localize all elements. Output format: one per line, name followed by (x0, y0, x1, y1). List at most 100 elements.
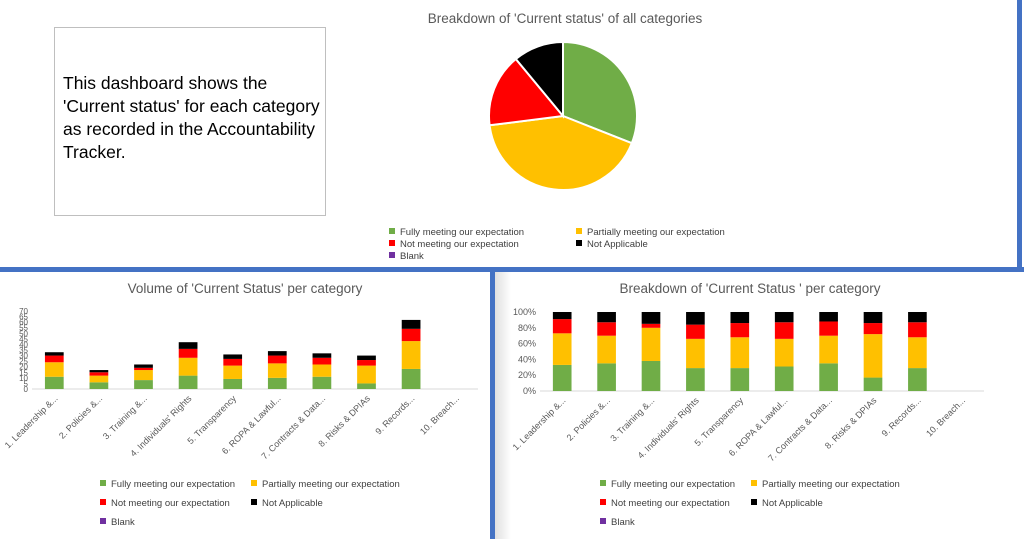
legend-swatch (100, 499, 106, 505)
legend-item-partial: Partially meeting our expectation (576, 227, 725, 238)
bar-segment (357, 383, 376, 389)
bar-segment (908, 312, 927, 323)
bar-segment (223, 358, 243, 366)
bar-segment (641, 323, 661, 328)
bar-segment (819, 321, 838, 336)
bar-segment (863, 312, 883, 324)
legend-swatch (751, 499, 757, 505)
bar-segment (774, 366, 794, 391)
vertical-separator (490, 272, 495, 539)
bar-segment (641, 327, 661, 361)
x-tick-label: 10. Breach... (924, 395, 967, 438)
bar-segment (223, 378, 243, 389)
bar-segment (134, 367, 153, 371)
pie-chart-title: Breakdown of 'Current status' of all cat… (427, 11, 703, 26)
y-tick-label: 100% (513, 307, 536, 317)
bar-segment (686, 338, 705, 369)
bar-segment (597, 312, 616, 323)
bar-segment (357, 360, 376, 366)
bar-segment (357, 355, 376, 361)
description-text: This dashboard shows the 'Current status… (63, 73, 320, 162)
bar-segment (730, 323, 750, 338)
y-tick-label: 15 (19, 368, 28, 377)
legend-item-na: Not Applicable (751, 498, 823, 509)
bar-segment (774, 338, 794, 367)
legend-item-blank: Blank (600, 517, 635, 528)
legend-swatch (600, 480, 606, 486)
bar-segment (908, 322, 927, 338)
bar-segment (552, 319, 572, 334)
legend-swatch (251, 499, 257, 505)
y-tick-label: 0% (523, 386, 536, 396)
bar-segment (44, 355, 64, 363)
y-tick-label: 35 (19, 346, 28, 355)
bar-segment (134, 380, 153, 389)
right-edge-separator (1017, 0, 1022, 272)
legend-item-na: Not Applicable (576, 239, 648, 250)
bar-segment (89, 382, 109, 389)
bar-segment (401, 341, 421, 369)
legend-swatch (100, 518, 106, 524)
volume-chart-legend: Fully meeting our expectation Partially … (100, 479, 420, 529)
legend-swatch (576, 240, 582, 246)
bar-segment (267, 363, 287, 378)
bar-segment (357, 365, 376, 384)
bar-segment (686, 368, 705, 391)
legend-item-na: Not Applicable (251, 498, 323, 509)
bar-segment (730, 368, 750, 391)
bar-segment (178, 348, 198, 358)
pie-slice (488, 57, 565, 127)
bar-segment (89, 370, 109, 373)
y-tick-label: 40% (518, 354, 536, 364)
bar-segment (89, 375, 109, 383)
bar-segment (597, 363, 616, 391)
y-tick-label: 50 (19, 329, 28, 338)
bar-segment (312, 364, 332, 377)
y-tick-label: 20% (518, 370, 536, 380)
legend-swatch (600, 518, 606, 524)
pie-slice (562, 40, 638, 145)
legend-swatch (251, 480, 257, 486)
description-textbox: This dashboard shows the 'Current status… (54, 27, 326, 216)
x-tick-label: 9. Records... (880, 395, 923, 438)
legend-item-fully: Fully meeting our expectation (600, 479, 735, 490)
y-tick-label: 60 (19, 318, 28, 327)
y-tick-label: 80% (518, 323, 536, 333)
bar-segment (89, 372, 109, 376)
legend-swatch (576, 228, 582, 234)
bar-segment (178, 357, 198, 376)
y-tick-label: 5 (24, 379, 29, 388)
x-tick-label: 2. Policies &... (565, 395, 612, 442)
bar-segment (686, 312, 705, 325)
legend-swatch (751, 480, 757, 486)
pie-chart-legend: Fully meeting our expectation Partially … (389, 227, 749, 263)
bar-segment (178, 375, 198, 389)
legend-item-partial: Partially meeting our expectation (751, 479, 900, 490)
bar-segment (267, 355, 287, 364)
pie-slice (514, 40, 564, 119)
bar-segment (134, 364, 153, 368)
bar-segment (730, 337, 750, 369)
y-tick-label: 30 (19, 352, 28, 361)
legend-item-fully: Fully meeting our expectation (389, 227, 524, 238)
bar-segment (44, 362, 64, 377)
legend-item-blank: Blank (389, 251, 424, 262)
bar-segment (863, 377, 883, 391)
bar-segment (312, 357, 332, 365)
bar-segment (774, 312, 794, 323)
bar-segment (819, 335, 838, 364)
volume-chart-title: Volume of 'Current Status' per category (127, 281, 363, 296)
bar-segment (641, 312, 661, 324)
pie-slice (488, 114, 634, 191)
legend-item-fully: Fully meeting our expectation (100, 479, 235, 490)
bar-segment (401, 368, 421, 389)
bar-segment (552, 364, 572, 391)
bar-segment (267, 351, 287, 356)
horizontal-separator (0, 267, 1024, 272)
x-tick-label: 1. Leadership &... (511, 395, 568, 452)
y-tick-label: 65 (19, 313, 28, 322)
bar-segment (312, 353, 332, 358)
bar-segment (134, 370, 153, 381)
